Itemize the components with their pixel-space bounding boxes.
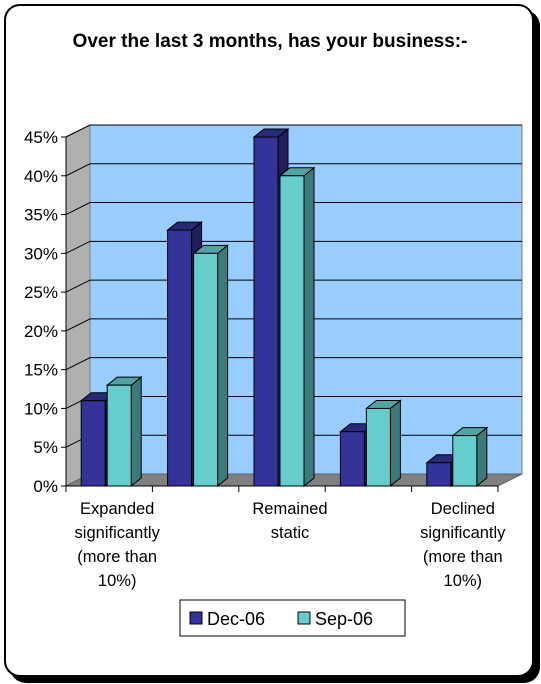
bar-sep-06 [365,407,391,487]
gridline [65,240,522,254]
bar-sep-06-side [389,399,401,488]
bar-sep-06-side [476,426,488,488]
x-category-label: 10%) [98,572,137,590]
y-tick-label: 10% [24,399,58,418]
gridline [65,202,522,216]
x-category-label: (more than [423,548,503,566]
x-category-label: significantly [75,524,161,542]
y-tick-label: 0% [33,477,58,496]
bar-sep-06-side [217,244,229,488]
gridline [65,318,522,332]
x-category-label: Expanded [80,500,154,518]
legend-label-dec-06: Dec-06 [207,609,265,629]
bar-sep-06-side [303,166,315,488]
gridline [65,163,522,177]
bar-dec-06 [339,431,365,487]
y-tick-label: 25% [24,283,58,302]
bar-dec-06 [167,229,193,487]
y-tick-label: 30% [24,244,58,263]
x-category-label: static [271,524,310,542]
y-tick-label: 40% [24,167,58,186]
legend-swatch-dec-06 [189,611,203,625]
x-category-label: Declined [431,500,495,518]
gridline [65,279,522,293]
x-category-label: 10%) [444,572,483,590]
gridline [65,124,522,138]
x-category-label: (more than [77,548,157,566]
bar-dec-06 [253,136,279,487]
y-tick-label: 45% [24,128,58,147]
y-tick-label: 15% [24,361,58,380]
legend-box [179,599,406,637]
bar-dec-06 [426,462,452,487]
y-tick-label: 5% [33,438,58,457]
legend-label-sep-06: Sep-06 [315,609,373,629]
y-tick-label: 35% [24,206,58,225]
bar-sep-06 [193,252,219,487]
gridline [65,357,522,371]
x-category-label: Remained [252,500,327,518]
chart-title: Over the last 3 months, has your busines… [72,31,468,52]
bar-dec-06 [80,400,106,487]
bar-sep-06 [279,175,305,487]
legend-swatch-sep-06 [297,611,311,625]
x-category-label: significantly [420,524,506,542]
bar-sep-06 [106,384,132,487]
y-tick-label: 20% [24,322,58,341]
bar-sep-06 [452,435,478,487]
bar-sep-06-side [130,376,142,488]
